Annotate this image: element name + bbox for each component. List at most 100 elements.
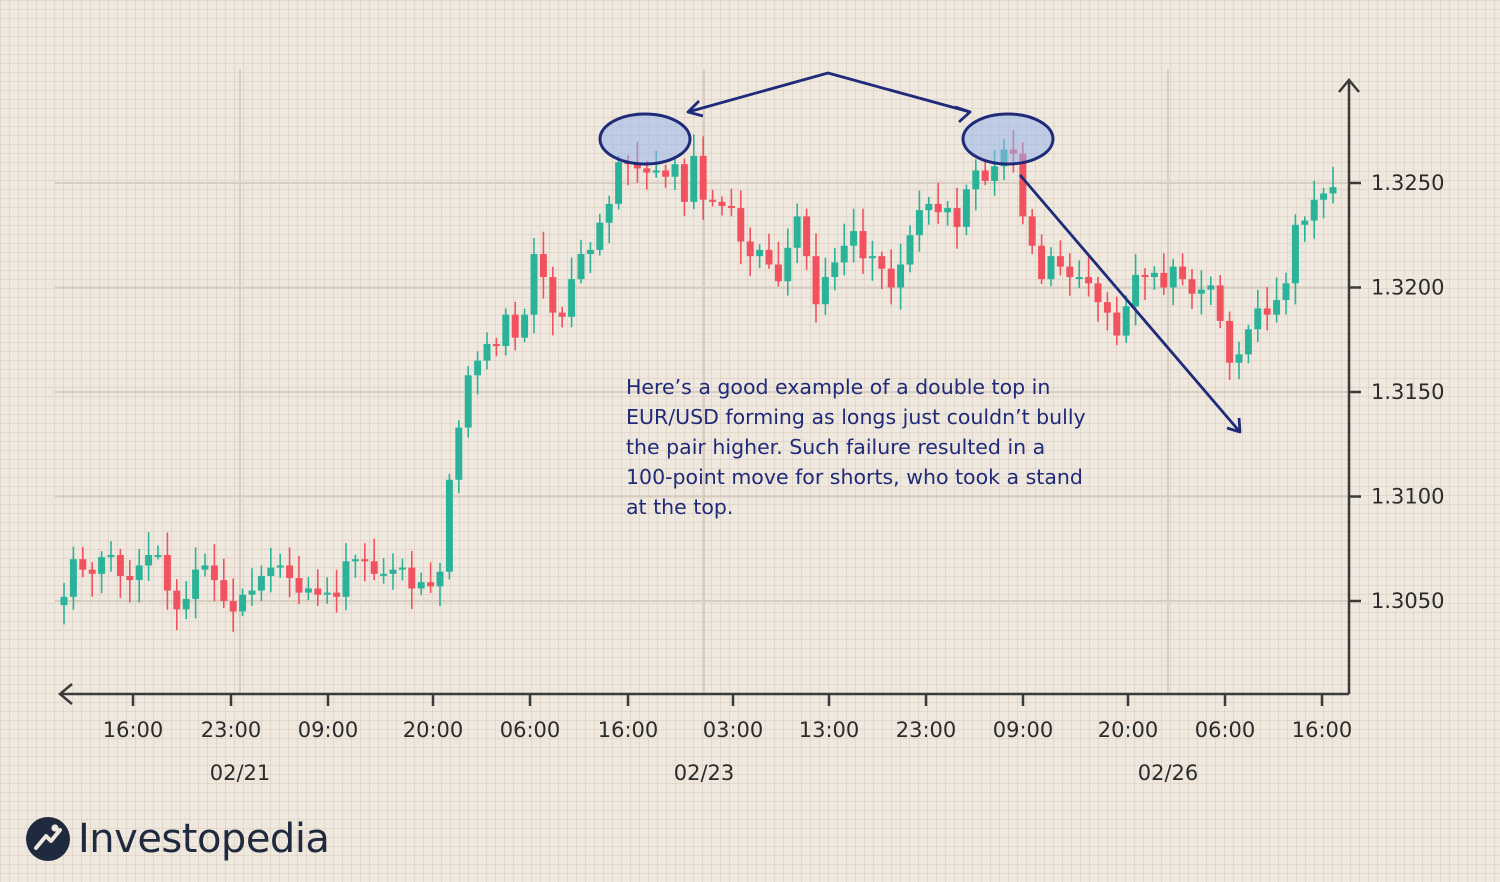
candle xyxy=(737,190,745,265)
candle xyxy=(464,366,472,438)
candle-body xyxy=(784,247,792,282)
candle-body xyxy=(727,205,735,209)
candle xyxy=(380,558,388,584)
candle-body xyxy=(248,590,256,595)
y-tick-label: 1.3150 xyxy=(1371,380,1444,404)
candle-body xyxy=(333,592,341,597)
candle xyxy=(784,228,792,296)
candle xyxy=(286,547,294,598)
candle xyxy=(981,159,989,186)
candle-body xyxy=(1179,266,1187,280)
candle xyxy=(1094,276,1102,322)
candle xyxy=(474,351,482,395)
candle-body xyxy=(192,569,200,599)
candle xyxy=(126,559,134,603)
candle-body xyxy=(361,559,369,562)
candle-body xyxy=(239,594,247,612)
candle-body xyxy=(474,360,482,376)
candle xyxy=(427,562,435,594)
candle xyxy=(568,257,576,328)
candle xyxy=(953,187,961,249)
candle xyxy=(1179,253,1187,286)
candle xyxy=(1103,292,1111,331)
candle-body xyxy=(680,164,688,202)
candle xyxy=(793,203,801,264)
candle xyxy=(370,538,378,581)
candle xyxy=(831,247,839,291)
candle-body xyxy=(60,596,68,606)
candle-body xyxy=(276,565,284,568)
x-tick-label: 16:00 xyxy=(598,718,659,742)
candle-body xyxy=(370,561,378,574)
candle-body xyxy=(389,569,397,574)
candle-body xyxy=(323,592,331,595)
candle xyxy=(1056,240,1064,276)
candle-body xyxy=(521,314,529,338)
date-label: 02/26 xyxy=(1138,761,1199,785)
candle xyxy=(417,572,425,596)
candle xyxy=(586,242,594,274)
candle xyxy=(1141,268,1149,301)
candle-body xyxy=(492,343,500,347)
candle xyxy=(539,231,547,299)
x-tick-label: 09:00 xyxy=(993,718,1054,742)
candle xyxy=(596,213,604,256)
candle-body xyxy=(878,256,886,269)
candle xyxy=(1028,209,1036,255)
candle xyxy=(220,558,228,609)
candle xyxy=(1038,234,1046,284)
candle-body xyxy=(210,565,218,581)
candle-body xyxy=(483,343,491,361)
candle-body xyxy=(1132,274,1140,307)
candle xyxy=(1301,216,1309,242)
candle xyxy=(1197,270,1205,315)
candle-body xyxy=(1085,277,1093,284)
investopedia-logo: Investopedia xyxy=(24,815,330,863)
candle-body xyxy=(1235,354,1243,363)
candlestick-series xyxy=(60,130,1337,632)
candle xyxy=(79,546,87,578)
x-axis-arrow xyxy=(58,683,73,705)
candle-body xyxy=(1056,256,1064,267)
candle xyxy=(88,562,96,597)
candle xyxy=(925,197,933,225)
chart-axes: 1.3050 1.3100 1.3150 1.3200 1.3250 16:00 23:00… xyxy=(58,78,1444,785)
candle-body xyxy=(652,170,660,173)
date-label: 02/21 xyxy=(210,761,271,785)
candle xyxy=(1047,247,1055,287)
candle-body xyxy=(380,573,388,576)
candle xyxy=(483,332,491,370)
candle xyxy=(521,308,529,343)
candle xyxy=(671,156,679,190)
x-tick-label: 20:00 xyxy=(1098,718,1159,742)
candle-body xyxy=(1150,272,1158,278)
candle-body xyxy=(605,203,613,223)
second-top-ellipse xyxy=(961,112,1055,166)
candle-body xyxy=(135,565,143,581)
candle-body xyxy=(765,249,773,265)
candle-body xyxy=(737,208,745,242)
candle xyxy=(239,588,247,617)
candle xyxy=(163,532,171,610)
candle-body xyxy=(793,216,801,248)
candle xyxy=(98,551,106,594)
x-tick-label: 03:00 xyxy=(703,718,764,742)
candle xyxy=(643,160,651,190)
candle-body xyxy=(511,314,519,338)
candle-body xyxy=(173,590,181,610)
candle-body xyxy=(427,582,435,587)
candle-body xyxy=(821,277,829,305)
candle xyxy=(605,195,613,244)
candle-body xyxy=(530,254,538,315)
pattern-overlay xyxy=(598,71,1242,434)
candle xyxy=(774,241,782,287)
date-label: 02/23 xyxy=(674,761,735,785)
candle-body xyxy=(88,569,96,574)
candle xyxy=(502,308,510,356)
candle xyxy=(1075,260,1083,289)
candle xyxy=(248,568,256,606)
candle-body xyxy=(1282,283,1290,301)
candle-body xyxy=(455,427,463,480)
candle xyxy=(680,158,688,216)
candle xyxy=(859,208,867,274)
